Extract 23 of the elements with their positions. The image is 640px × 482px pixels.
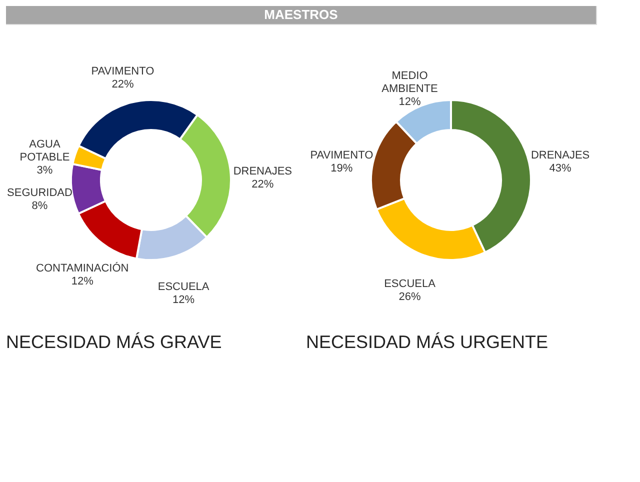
data-label: 22% bbox=[252, 178, 274, 190]
data-label: 12% bbox=[172, 294, 195, 306]
data-label: 26% bbox=[398, 291, 421, 304]
slice-label: SEGURIDAD bbox=[7, 186, 73, 199]
data-label: 3% bbox=[36, 164, 53, 177]
text: NECESIDAD MÁS URGENTE bbox=[306, 332, 548, 352]
slice-label: MEDIO AMBIENTE bbox=[382, 70, 438, 95]
slice-label: AGUA POTABLE bbox=[20, 138, 70, 164]
data-label: 22% bbox=[112, 78, 134, 91]
slice-label: DRENAJES bbox=[233, 165, 292, 178]
slice-label: ESCUELA bbox=[158, 281, 210, 294]
data-label: 12% bbox=[398, 96, 421, 108]
slice-label: ESCUELA bbox=[384, 278, 436, 290]
data-label: 43% bbox=[549, 162, 572, 175]
slice-label: DRENAJES bbox=[530, 150, 590, 162]
data-label: 19% bbox=[330, 162, 353, 175]
slice-label: PAVIMENTO bbox=[310, 150, 374, 162]
slice-label: PAVIMENTO bbox=[91, 66, 155, 78]
text: MAESTROS bbox=[264, 7, 338, 22]
slice-label: CONTAMINACIÓN bbox=[36, 262, 129, 275]
data-label: 8% bbox=[32, 200, 48, 212]
text: NECESIDAD MÁS GRAVE bbox=[6, 332, 222, 352]
data-label: 12% bbox=[71, 276, 94, 288]
